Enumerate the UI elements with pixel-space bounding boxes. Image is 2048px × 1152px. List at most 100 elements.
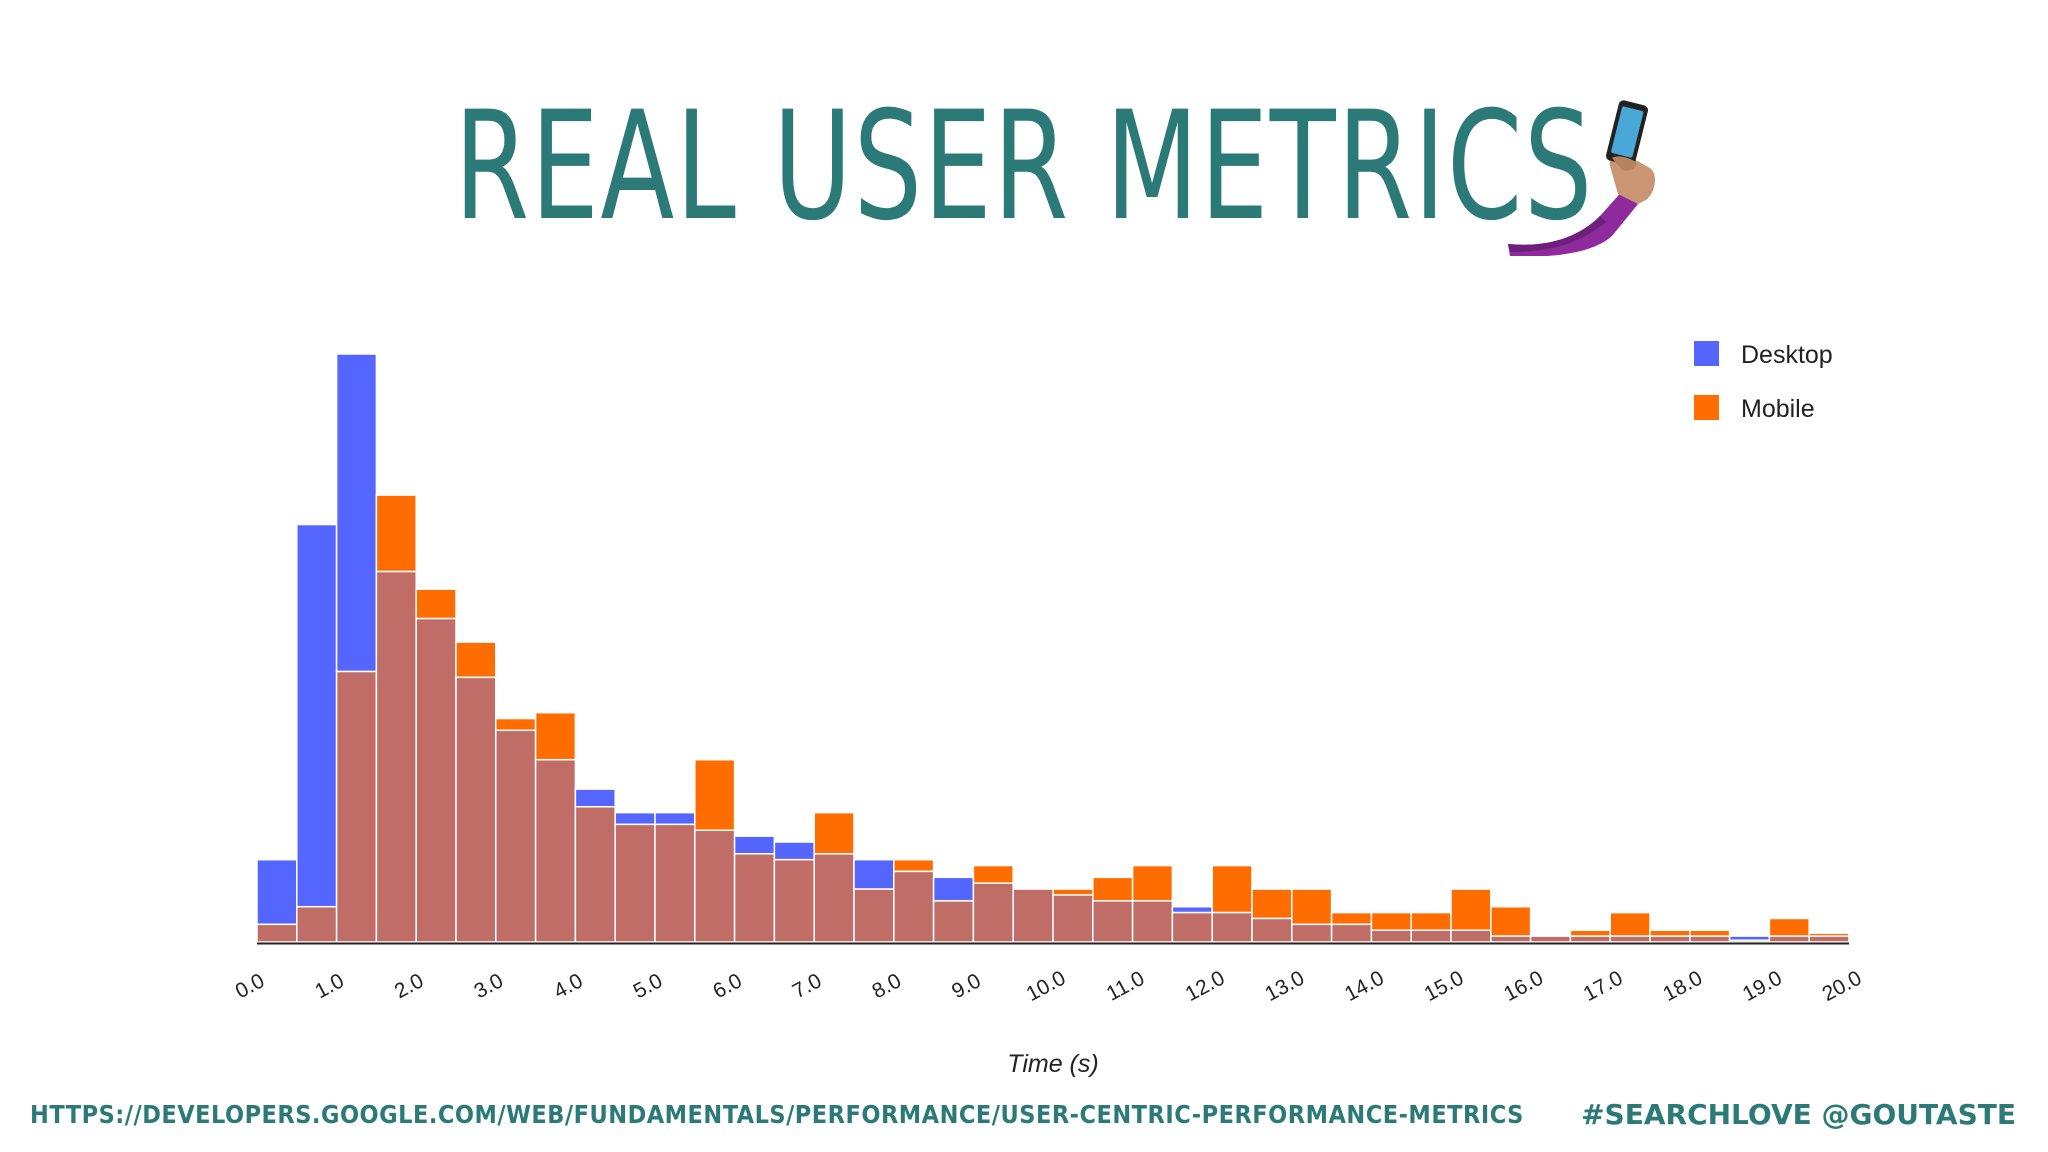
overlap-bar-6 (495, 729, 537, 943)
overlap-bar-3 (375, 570, 417, 943)
x-tick-label: 14.0 (1341, 967, 1388, 1006)
overlap-bar-35 (1649, 935, 1691, 943)
desktop-bar-1 (296, 523, 338, 908)
mobile-bar-25 (1251, 888, 1293, 920)
overlap-bar-23 (1171, 911, 1213, 943)
mobile-bar-4 (415, 588, 457, 620)
overlap-bar-17 (932, 900, 975, 943)
desktop-bar-23 (1171, 905, 1213, 914)
mobile-bar-18 (972, 864, 1014, 884)
desktop-bar-12 (733, 835, 776, 855)
mobile-bar-14 (813, 811, 855, 855)
mobile-bar-6 (495, 717, 537, 732)
x-axis-label: Time (s) (1007, 1050, 1098, 1078)
overlap-bar-13 (773, 858, 815, 943)
mobile-bar-34 (1609, 911, 1651, 937)
footer-handle: #SEARCHLOVE @GOUTASTE (1581, 1098, 2016, 1131)
x-tick-label: 20.0 (1819, 967, 1866, 1006)
overlap-bar-21 (1092, 900, 1134, 943)
overlap-bar-9 (614, 823, 656, 943)
overlap-bar-24 (1211, 911, 1253, 943)
desktop-bar-0 (256, 858, 298, 926)
overlap-bar-39 (1808, 935, 1850, 943)
overlap-bar-4 (415, 617, 457, 943)
mobile-bar-36 (1689, 929, 1731, 937)
overlap-bar-14 (813, 853, 855, 943)
overlap-bar-18 (972, 882, 1014, 943)
x-tick-label: 0.0 (232, 969, 269, 1003)
overlap-bar-29 (1410, 929, 1452, 943)
x-tick-label: 8.0 (868, 969, 905, 1003)
legend-swatch-mobile (1694, 395, 1719, 420)
mobile-bar-7 (534, 711, 577, 761)
overlap-bar-0 (256, 923, 298, 943)
desktop-bar-2 (335, 353, 378, 673)
selfie-arm-icon (1508, 100, 1655, 256)
overlap-bar-11 (694, 829, 736, 943)
x-tick-label: 5.0 (630, 969, 667, 1003)
slide-title: REAL USER METRICS (454, 80, 1594, 254)
overlap-bar-22 (1131, 900, 1174, 943)
overlap-bar-2 (335, 670, 378, 943)
mobile-bar-38 (1768, 917, 1810, 937)
mobile-bar-29 (1410, 911, 1452, 931)
legend: Desktop Mobile (1694, 341, 1833, 423)
overlap-bar-20 (1052, 894, 1094, 943)
mobile-bar-26 (1291, 888, 1333, 926)
overlap-bar-7 (534, 758, 577, 943)
overlap-bar-37 (1728, 939, 1771, 943)
overlap-bar-10 (654, 823, 696, 943)
legend-swatch-desktop (1694, 341, 1719, 366)
mobile-bar-20 (1052, 888, 1094, 896)
overlap-bar-33 (1569, 935, 1611, 943)
overlap-bar-12 (733, 853, 776, 943)
overlap-bar-25 (1251, 917, 1293, 943)
overlap-bar-26 (1291, 923, 1333, 943)
x-tick-label: 18.0 (1659, 967, 1706, 1006)
mobile-bar-24 (1211, 864, 1253, 914)
mobile-bar-5 (455, 641, 497, 679)
x-tick-label: 6.0 (709, 969, 746, 1003)
x-tick-label: 17.0 (1580, 967, 1627, 1006)
overlap-bar-5 (455, 676, 497, 943)
x-tick-label: 12.0 (1182, 967, 1229, 1006)
mobile-bar-21 (1092, 876, 1134, 902)
x-tick-label: 1.0 (311, 969, 348, 1003)
x-tick-label: 9.0 (948, 969, 985, 1003)
overlap-bar-30 (1450, 929, 1492, 943)
mobile-bar-33 (1569, 929, 1611, 937)
desktop-bar-17 (932, 876, 975, 902)
mobile-bar-3 (375, 494, 417, 573)
legend-label-mobile: Mobile (1741, 395, 1815, 423)
mobile-bar-31 (1490, 905, 1532, 937)
desktop-bar-8 (574, 788, 616, 808)
overlap-bar-27 (1330, 923, 1373, 943)
x-tick-label: 15.0 (1421, 967, 1468, 1006)
x-tick-label: 11.0 (1103, 967, 1149, 1006)
x-tick-label: 13.0 (1261, 967, 1308, 1006)
desktop-bar-9 (614, 811, 656, 826)
x-tick-label: 19.0 (1739, 967, 1786, 1006)
overlap-bar-32 (1529, 935, 1572, 943)
desktop-bar-15 (853, 858, 895, 890)
overlap-bar-19 (1012, 888, 1054, 943)
mobile-bar-27 (1330, 911, 1373, 926)
legend-label-desktop: Desktop (1741, 341, 1833, 369)
desktop-bar-10 (654, 811, 696, 826)
overlap-bar-38 (1768, 935, 1810, 943)
overlap-bar-31 (1490, 935, 1532, 943)
mobile-bar-11 (694, 758, 736, 832)
x-tick-label: 3.0 (470, 969, 507, 1003)
overlap-bar-1 (296, 905, 338, 943)
desktop-bar-13 (773, 841, 815, 861)
overlap-bar-15 (853, 888, 895, 943)
x-tick-label: 16.0 (1500, 967, 1547, 1006)
mobile-bar-16 (893, 858, 935, 873)
source-url: HTTPS://DEVELOPERS.GOOGLE.COM/WEB/FUNDAM… (30, 1100, 1524, 1129)
overlap-bar-36 (1689, 935, 1731, 943)
mobile-bar-30 (1450, 888, 1492, 931)
x-tick-label: 7.0 (789, 969, 826, 1003)
overlap-bar-28 (1370, 929, 1412, 943)
mobile-bar-35 (1649, 929, 1691, 937)
